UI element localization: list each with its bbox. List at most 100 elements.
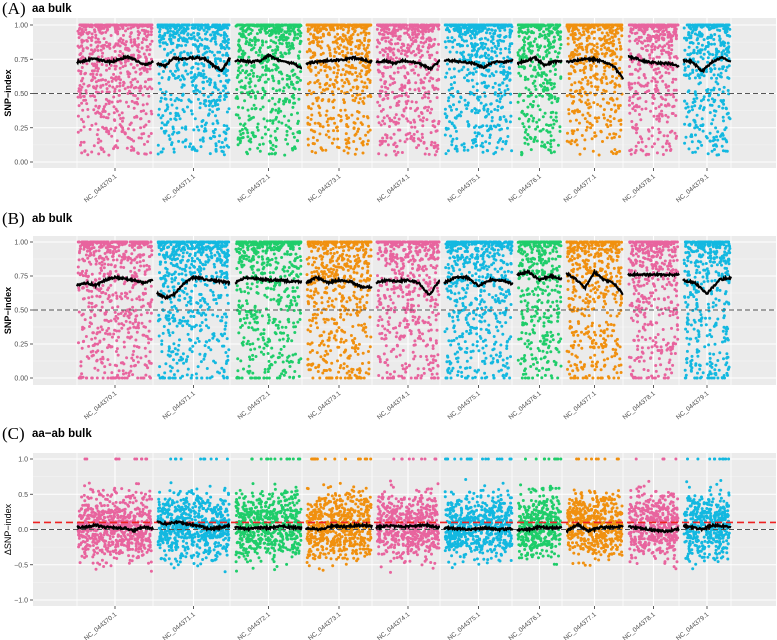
mean-line-NC_044374.1: [375, 57, 441, 72]
panel-label-a: (A): [2, 0, 26, 18]
x-tick-label: NC_044371.1: [162, 611, 198, 640]
y-tick-label: 1.00: [14, 240, 28, 247]
mean-line-NC_044370.1: [76, 522, 154, 534]
mean-line-NC_044379.1: [682, 522, 732, 533]
mean-line-NC_044378.1: [627, 524, 680, 534]
y-tick-label: 0.00: [14, 160, 28, 167]
x-tick-label: NC_044376.1: [508, 390, 544, 421]
panel-title-c: aa−ab bulk: [32, 428, 92, 440]
y-tick-label: −1.0: [14, 598, 28, 605]
chromosome-points-NC_044379.1: [682, 23, 732, 157]
x-tick-label: NC_044378.1: [622, 390, 658, 421]
x-tick-label: NC_044370.1: [83, 173, 119, 204]
chromosome-points-NC_044371.1: [156, 240, 231, 380]
mean-line-NC_044370.1: [75, 274, 154, 290]
x-tick-label: NC_044372.1: [237, 390, 273, 421]
mean-line-NC_044373.1: [305, 274, 373, 290]
x-tick-label: NC_044377.1: [563, 611, 599, 640]
mean-line-NC_044378.1: [627, 270, 680, 279]
x-tick-label: NC_044371.1: [162, 173, 198, 204]
x-tick-label: NC_044371.1: [162, 390, 198, 421]
mean-line-NC_044371.1: [156, 54, 232, 73]
chart-panel-b-ab-bulk: 0.00 0.25 0.50 0.75 1.00 NC_044370.1 NC_044371…: [3, 236, 776, 421]
x-tick-label: NC_044373.1: [307, 390, 343, 421]
mean-line-NC_044374.1: [375, 521, 440, 531]
x-tick-label: NC_044377.1: [563, 390, 599, 421]
chart-panel-a-aa-bulk: 0.00 0.25 0.50 0.75 1.00 NC_044370.1 NC_044371…: [3, 18, 776, 204]
x-tick-label: NC_044370.1: [83, 390, 119, 421]
y-tick-label: −0.5: [14, 562, 28, 569]
mean-line-NC_044375.1: [443, 57, 514, 70]
x-tick-label: NC_044378.1: [622, 611, 658, 640]
mean-line-NC_044370.1: [76, 54, 154, 67]
x-tick-label: NC_044379.1: [675, 173, 711, 204]
mean-line-NC_044379.1: [682, 274, 733, 295]
mean-line-NC_044376.1: [516, 523, 563, 534]
x-tick-label: NC_044373.1: [307, 173, 343, 204]
mean-line-NC_044375.1: [443, 274, 514, 288]
chromosome-points-NC_044373.1: [305, 23, 373, 156]
x-tick-label: NC_044379.1: [675, 611, 711, 640]
x-tick-label: NC_044375.1: [447, 390, 483, 421]
x-tick-label: NC_044374.1: [376, 390, 412, 421]
mean-line-NC_044379.1: [682, 56, 732, 74]
mean-line-NC_044371.1: [156, 274, 231, 301]
mean-line-NC_044377.1: [565, 268, 624, 296]
mean-line-NC_044372.1: [234, 274, 303, 285]
mean-line-NC_044374.1: [375, 276, 441, 296]
y-axis-label: SNP−index: [3, 287, 13, 334]
x-tick-label: NC_044379.1: [675, 390, 711, 421]
chromosome-points-NC_044374.1: [375, 23, 441, 157]
x-tick-label: NC_044377.1: [563, 173, 599, 204]
y-axis-label: SNP−index: [3, 69, 13, 116]
y-tick-label: 0.50: [14, 308, 28, 315]
mean-line-NC_044372.1: [234, 52, 303, 70]
mean-line-NC_044371.1: [156, 519, 231, 533]
chromosome-points-NC_044376.1: [516, 23, 563, 157]
x-tick-label: NC_044376.1: [508, 611, 544, 640]
x-tick-label: NC_044372.1: [237, 173, 273, 204]
panel-label-b: (B): [2, 209, 25, 228]
mean-line-NC_044373.1: [305, 54, 373, 66]
y-tick-label: 0.00: [14, 376, 28, 383]
x-tick-label: NC_044376.1: [508, 173, 544, 204]
x-tick-label: NC_044375.1: [447, 173, 483, 204]
chromosome-points-NC_044372.1: [234, 240, 303, 380]
y-tick-label: 0.25: [14, 342, 28, 349]
x-tick-label: NC_044372.1: [237, 611, 273, 640]
chromosome-points-NC_044371.1: [156, 23, 231, 157]
mean-line-NC_044376.1: [516, 269, 563, 282]
y-tick-label: 1.00: [14, 23, 28, 30]
chromosome-points-NC_044377.1: [565, 23, 624, 157]
mean-line-NC_044375.1: [443, 524, 514, 533]
mean-line-NC_044378.1: [627, 54, 680, 68]
chromosome-points-NC_044375.1: [443, 457, 514, 570]
chromosome-points-NC_044372.1: [234, 23, 303, 157]
mean-line-NC_044377.1: [565, 55, 625, 80]
chromosome-points-NC_044378.1: [627, 23, 680, 157]
chromosome-points-NC_044376.1: [516, 240, 563, 380]
y-tick-label: 0.75: [14, 274, 28, 281]
x-tick-label: NC_044370.1: [83, 611, 119, 640]
panel-title-a: aa bulk: [32, 3, 72, 15]
x-tick-label: NC_044374.1: [376, 173, 412, 204]
mean-line-NC_044373.1: [305, 521, 374, 532]
x-tick-label: NC_044373.1: [307, 611, 343, 640]
mean-line-NC_044377.1: [565, 522, 624, 534]
panel-label-c: (C): [2, 424, 25, 443]
chart-panel-c-delta-snp-index: −1.0 −0.5 0.0 0.5 1.0 NC_044370.1 NC_044371.1 N…: [3, 453, 776, 640]
chromosome-points-NC_044379.1: [682, 457, 732, 571]
x-tick-label: NC_044378.1: [622, 173, 658, 204]
y-tick-label: 0.25: [14, 125, 28, 132]
chromosome-points-NC_044379.1: [682, 240, 732, 380]
x-tick-label: NC_044374.1: [376, 611, 412, 640]
chromosome-points-NC_044377.1: [565, 240, 624, 380]
panel-title-b: ab bulk: [32, 213, 73, 225]
y-tick-label: 0.5: [18, 492, 28, 499]
y-tick-label: 1.0: [18, 457, 28, 464]
y-tick-label: 0.50: [14, 91, 28, 98]
y-tick-label: 0.0: [18, 527, 28, 534]
mean-line-NC_044376.1: [516, 55, 563, 68]
chromosome-points-NC_044372.1: [234, 457, 303, 573]
